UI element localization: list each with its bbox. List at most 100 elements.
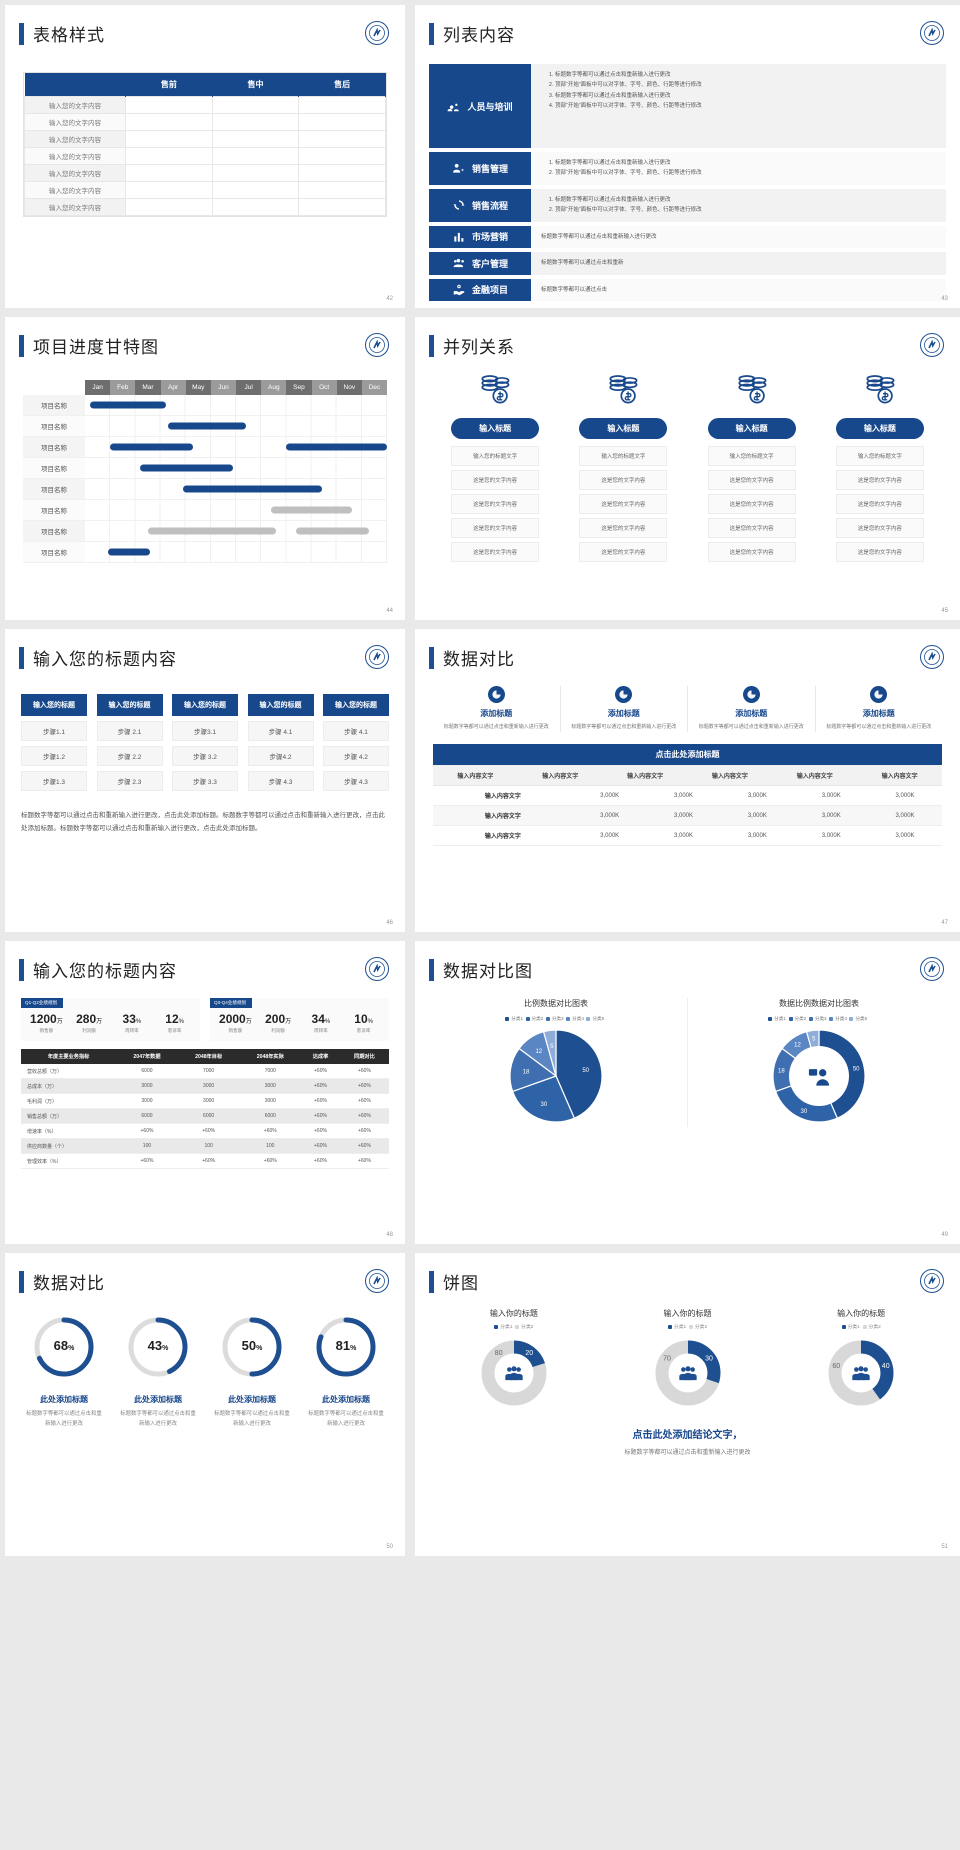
brand-logo-icon (920, 957, 944, 981)
gantt-bar[interactable] (168, 422, 247, 430)
gantt-bar[interactable] (183, 485, 322, 493)
parallel-item[interactable]: 这是您的文字内容 (579, 470, 668, 490)
step-cell[interactable]: 步骤3.1 (172, 721, 238, 741)
table-row: 管理效率（%） +60% +60% +60% +60% +60% (21, 1153, 389, 1169)
table-row: 输入您的文字内容 (23, 147, 386, 165)
parallel-title-button[interactable]: 输入标题 (707, 418, 796, 439)
ring-title: 此处添加标题 (322, 1395, 370, 1404)
table-column-header: 输入内容文字 (602, 765, 688, 786)
gantt-bar[interactable] (271, 506, 352, 514)
parallel-item[interactable]: 这是您的文字内容 (707, 518, 796, 538)
list-item-tag[interactable]: 客户管理 (429, 252, 531, 275)
gantt-bar[interactable] (110, 443, 194, 451)
parallel-item[interactable]: 这是您的文字内容 (579, 518, 668, 538)
table-banner: 点击此处添加标题 (433, 744, 942, 766)
parallel-title-button[interactable]: 输入标题 (579, 418, 668, 439)
parallel-item[interactable]: 这是您的文字内容 (835, 470, 924, 490)
step-header[interactable]: 输入您的标题 (172, 694, 238, 716)
table-row: 输入内容文字 3,000K 3,000K 3,000K 3,000K 3,000K (433, 786, 942, 806)
gantt-month-jun: Jun (210, 380, 237, 395)
legend-entry: 分类1 (841, 1324, 863, 1330)
gantt-bar[interactable] (90, 401, 166, 409)
step-cell[interactable]: 步骤1.3 (21, 771, 87, 791)
gantt-month-mar: Mar (135, 380, 161, 395)
gantt-track (85, 458, 387, 478)
list-item-tag[interactable]: 销售管理 (429, 152, 531, 185)
parallel-item[interactable]: 这是您的文字内容 (707, 542, 796, 562)
card-desc: 标题数字等都可以通过点击和重新输入进行更改 (443, 724, 549, 730)
chart-body: 50 30 18 12 5 (688, 1029, 950, 1127)
list-item: 销售管理 标题数字等都可以通过点击和重新输入进行更改顶部“开始”面板中可以对字体、… (429, 152, 946, 185)
ring-title: 此处添加标题 (228, 1395, 276, 1404)
step-cell[interactable]: 步骤1.2 (21, 746, 87, 766)
step-cell[interactable]: 步骤 3.2 (172, 746, 238, 766)
parallel-item[interactable]: 这是您的文字内容 (835, 542, 924, 562)
page-title: 输入您的标题内容 (33, 962, 177, 981)
svg-text:12: 12 (535, 1049, 542, 1055)
step-cell[interactable]: 步骤 4.1 (323, 721, 389, 741)
slide-header: 数据对比 (415, 629, 960, 670)
gantt-bar[interactable] (107, 548, 151, 556)
step-cell[interactable]: 步骤1.1 (21, 721, 87, 741)
gantt-bar[interactable] (296, 527, 370, 535)
step-cell[interactable]: 步骤 4.3 (247, 771, 314, 791)
parallel-item[interactable]: 这是您的文字内容 (451, 518, 540, 538)
step-cell[interactable]: 步骤 3.3 (172, 771, 238, 791)
step-cell[interactable]: 步骤 4.3 (323, 771, 389, 791)
step-header[interactable]: 输入您的标题 (247, 694, 314, 716)
parallel-item[interactable]: 输入您的标题文字 (451, 446, 540, 466)
parallel-item[interactable]: 输入您的标题文字 (835, 446, 924, 466)
table-cell: 3,000K (572, 805, 647, 826)
table-cell: +60% (301, 1153, 340, 1169)
step-cell[interactable]: 步骤4.2 (247, 746, 314, 766)
table-cell (298, 147, 386, 165)
description-text: 标题数字等都可以通过点击和重新输入进行更改，点击此处添加标题。标题数字等都可以通… (21, 812, 385, 832)
svg-text:50: 50 (853, 1066, 860, 1072)
parallel-item[interactable]: 这是您的文字内容 (835, 494, 924, 514)
parallel-title-button[interactable]: 输入标题 (451, 418, 540, 439)
list-item-tag[interactable]: 销售流程 (429, 188, 531, 222)
gantt-bar[interactable] (147, 527, 277, 535)
step-cell[interactable]: 步骤 4.1 (247, 721, 314, 741)
gantt-month-oct: Oct (311, 380, 337, 395)
step-cell[interactable]: 步骤 2.1 (96, 721, 163, 741)
table-cell (125, 198, 213, 216)
step-cell[interactable]: 步骤 2.3 (96, 771, 163, 791)
parallel-title-button[interactable]: 输入标题 (835, 418, 924, 439)
parallel-item[interactable]: 输入您的标题文字 (579, 446, 668, 466)
parallel-item[interactable]: 输入您的标题文字 (707, 446, 796, 466)
list-item-tag[interactable]: 人员与培训 (429, 64, 531, 148)
parallel-item[interactable]: 这是您的文字内容 (451, 542, 540, 562)
step-header[interactable]: 输入您的标题 (96, 694, 163, 716)
kpi-item: 12% 客诉率 (153, 1012, 196, 1034)
ring-value: 81% (336, 1338, 357, 1353)
list-item-tag[interactable]: 金融项目 (429, 278, 531, 302)
list-item-tag[interactable]: 市场营销 (429, 225, 531, 249)
list-item: 金融项目 标题数字等都可以通过点击 (429, 278, 946, 302)
parallel-item[interactable]: 这是您的文字内容 (707, 470, 796, 490)
page-number: 45 (941, 608, 948, 614)
parallel-item[interactable]: 这是您的文字内容 (707, 494, 796, 514)
slide-gantt-chart: 项目进度甘特图 Jan Feb Mar Apr May Jun Jul Aug Sep Oct No… (5, 317, 405, 620)
step-header[interactable]: 输入您的标题 (323, 694, 389, 716)
table-cell: 3,000K (794, 825, 869, 846)
parallel-item[interactable]: 这是您的文字内容 (451, 470, 540, 490)
ring-item: 81% 此处添加标题 标题数字等都可以通过点击和重新输入进行更改 (299, 1314, 393, 1430)
kpi-unit: % (324, 1019, 331, 1025)
kpi-value: 12% (165, 1012, 184, 1026)
parallel-item[interactable]: 这是您的文字内容 (835, 518, 924, 538)
table-cell: 管理效率（%） (21, 1153, 117, 1169)
gantt-bar[interactable] (140, 464, 234, 472)
table-cell: 3000 (239, 1093, 302, 1109)
gantt-bar[interactable] (286, 443, 387, 451)
parallel-item[interactable]: 这是您的文字内容 (579, 542, 668, 562)
step-cell[interactable]: 步骤 2.2 (96, 746, 163, 766)
parallel-item[interactable]: 这是您的文字内容 (579, 494, 668, 514)
step-header[interactable]: 输入您的标题 (21, 694, 87, 716)
table-cell: 3,000K (646, 786, 721, 806)
parallel-item[interactable]: 这是您的文字内容 (451, 494, 540, 514)
card-desc: 标题数字等都可以通过点击和重新输入进行更改 (571, 724, 677, 730)
page-title: 饼图 (443, 1274, 479, 1293)
step-cell[interactable]: 步骤 4.2 (323, 746, 389, 766)
